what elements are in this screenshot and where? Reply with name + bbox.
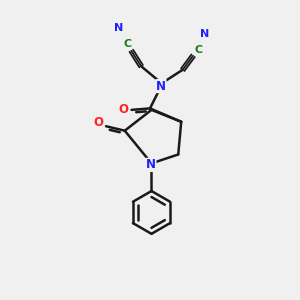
Text: N: N [146, 158, 156, 171]
Text: O: O [93, 116, 103, 129]
Text: N: N [200, 29, 210, 39]
Text: C: C [194, 45, 202, 56]
Text: O: O [118, 103, 128, 116]
Text: N: N [114, 23, 123, 33]
Text: C: C [124, 39, 132, 49]
Text: N: N [156, 80, 166, 93]
